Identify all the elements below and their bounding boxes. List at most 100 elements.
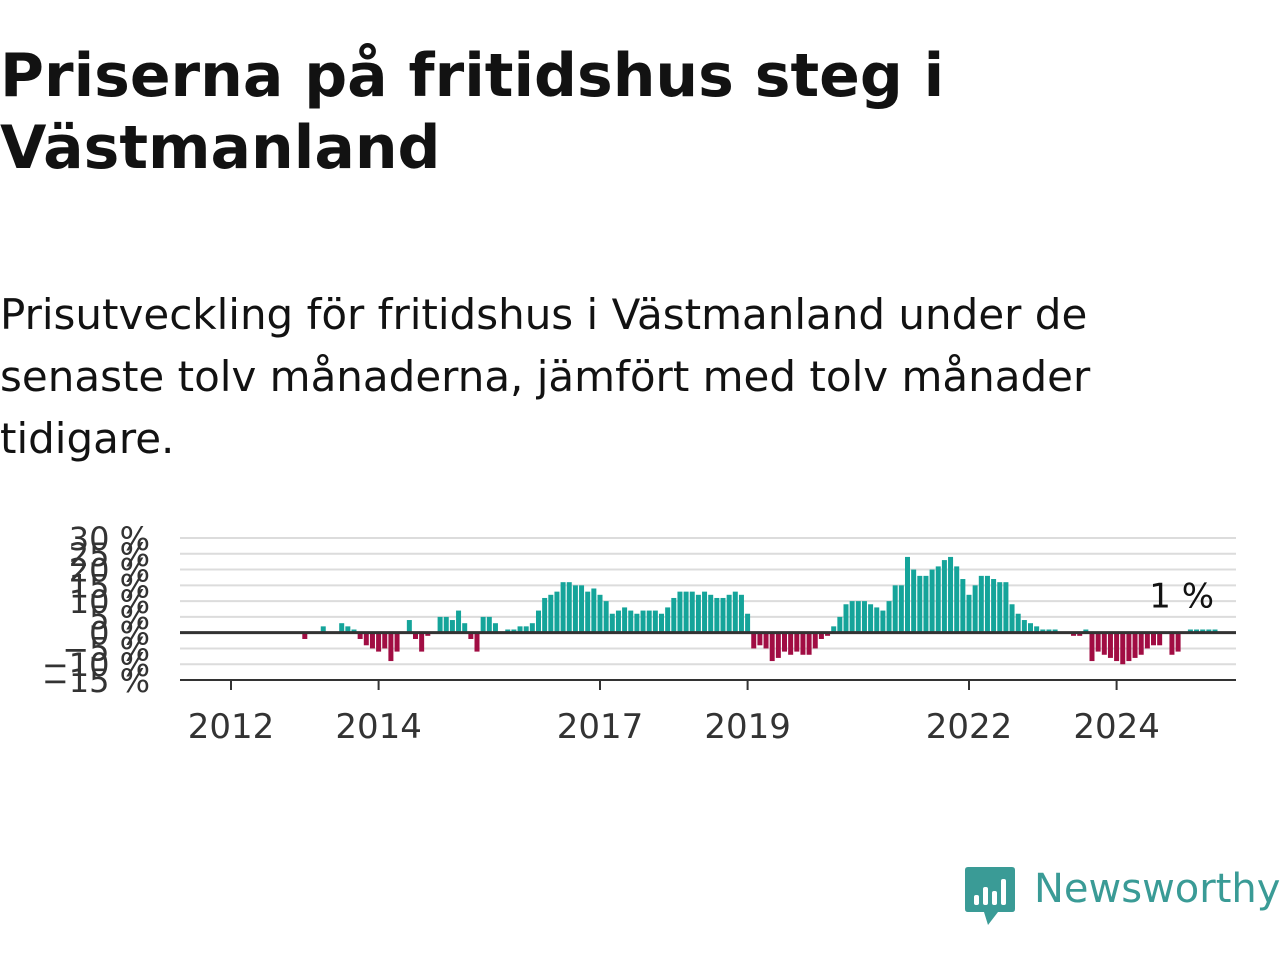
bar (677, 591, 683, 633)
bar (1040, 629, 1046, 633)
bar (591, 588, 597, 633)
bar (394, 632, 400, 652)
bar (708, 594, 714, 633)
bar (579, 585, 585, 633)
bar (505, 629, 511, 633)
bar (880, 610, 886, 633)
bar (763, 632, 769, 649)
bar (849, 601, 855, 633)
bar (480, 616, 486, 633)
bar (935, 566, 941, 633)
bar (474, 632, 480, 652)
newsworthy-logo: Newsworthy (964, 865, 1280, 927)
bar (1212, 629, 1218, 633)
bar (1187, 629, 1193, 633)
y-tick-label: 30 % (69, 520, 150, 558)
bar (376, 632, 382, 652)
bar (1083, 629, 1089, 633)
bar (462, 623, 468, 633)
bar (646, 610, 652, 633)
bar (868, 604, 874, 633)
bar (806, 632, 812, 655)
bar (609, 613, 615, 633)
bar (954, 566, 960, 633)
bar (357, 632, 363, 639)
bar (1138, 632, 1144, 655)
bar (818, 632, 824, 639)
bar (732, 591, 738, 633)
bar (560, 582, 566, 633)
bar (1114, 632, 1120, 662)
bar (941, 560, 947, 633)
bar (419, 632, 425, 652)
bar (726, 594, 732, 633)
bar (1101, 632, 1107, 655)
bar (1028, 623, 1033, 633)
y-axis-labels: 30 %25 %20 %15 %10 %5 %0 %−5 %−10 %−15 % (42, 520, 150, 700)
bar (511, 629, 517, 633)
bar (898, 585, 904, 633)
bar (960, 579, 966, 633)
bar (1169, 632, 1175, 655)
chart-title: Priserna på fritidshus steg i Västmanlan… (0, 41, 945, 183)
bar (585, 591, 591, 633)
bar (456, 610, 462, 633)
y-tick-label: −10 % (42, 646, 150, 684)
bar (911, 569, 917, 633)
bar (831, 626, 837, 633)
y-tick-label: 25 % (69, 536, 150, 574)
bar (683, 591, 689, 633)
bar (536, 610, 541, 633)
bar (523, 626, 529, 633)
bar (997, 582, 1003, 633)
bar (782, 632, 787, 652)
bar (886, 601, 892, 633)
newsworthy-logo-icon (965, 867, 1015, 925)
bar (566, 582, 572, 633)
bar (702, 591, 708, 633)
bar (406, 620, 412, 633)
bar (388, 632, 394, 662)
bar (689, 591, 695, 633)
bar (671, 597, 677, 633)
y-tick-label: 20 % (69, 552, 150, 590)
bar (775, 632, 781, 658)
bar (628, 610, 634, 633)
bar (640, 610, 646, 633)
gridlines (180, 537, 1236, 681)
bar (1144, 632, 1150, 649)
bar (548, 594, 554, 633)
bar (800, 632, 806, 655)
bar (1151, 632, 1156, 646)
bar (363, 632, 369, 646)
bar (382, 632, 388, 649)
x-tick-label: 2012 (188, 707, 275, 740)
bar (948, 556, 954, 633)
bar (978, 575, 984, 633)
bar (597, 594, 603, 633)
bar (695, 594, 701, 633)
y-tick-label: 15 % (69, 567, 150, 605)
y-tick-label: 0 % (89, 615, 150, 653)
bars (302, 556, 1218, 665)
chart-subtitle: Prisutveckling för fritidshus i Västmanl… (0, 290, 1091, 463)
bar (972, 585, 978, 633)
bar (1157, 632, 1163, 646)
bar (572, 585, 578, 633)
y-tick-label: 5 % (89, 599, 150, 637)
bar (1009, 604, 1015, 633)
bar (837, 616, 843, 633)
bar (1126, 632, 1132, 662)
bar (492, 623, 498, 633)
bar (554, 591, 560, 633)
bar (720, 597, 726, 633)
bar (1015, 613, 1021, 633)
bar (603, 601, 609, 633)
bar (745, 613, 751, 633)
bar (345, 626, 351, 633)
x-tick-label: 2019 (704, 707, 791, 740)
bar (1206, 629, 1212, 633)
x-tick-label: 2017 (557, 707, 644, 740)
bar (1120, 632, 1126, 665)
bar (634, 613, 640, 633)
